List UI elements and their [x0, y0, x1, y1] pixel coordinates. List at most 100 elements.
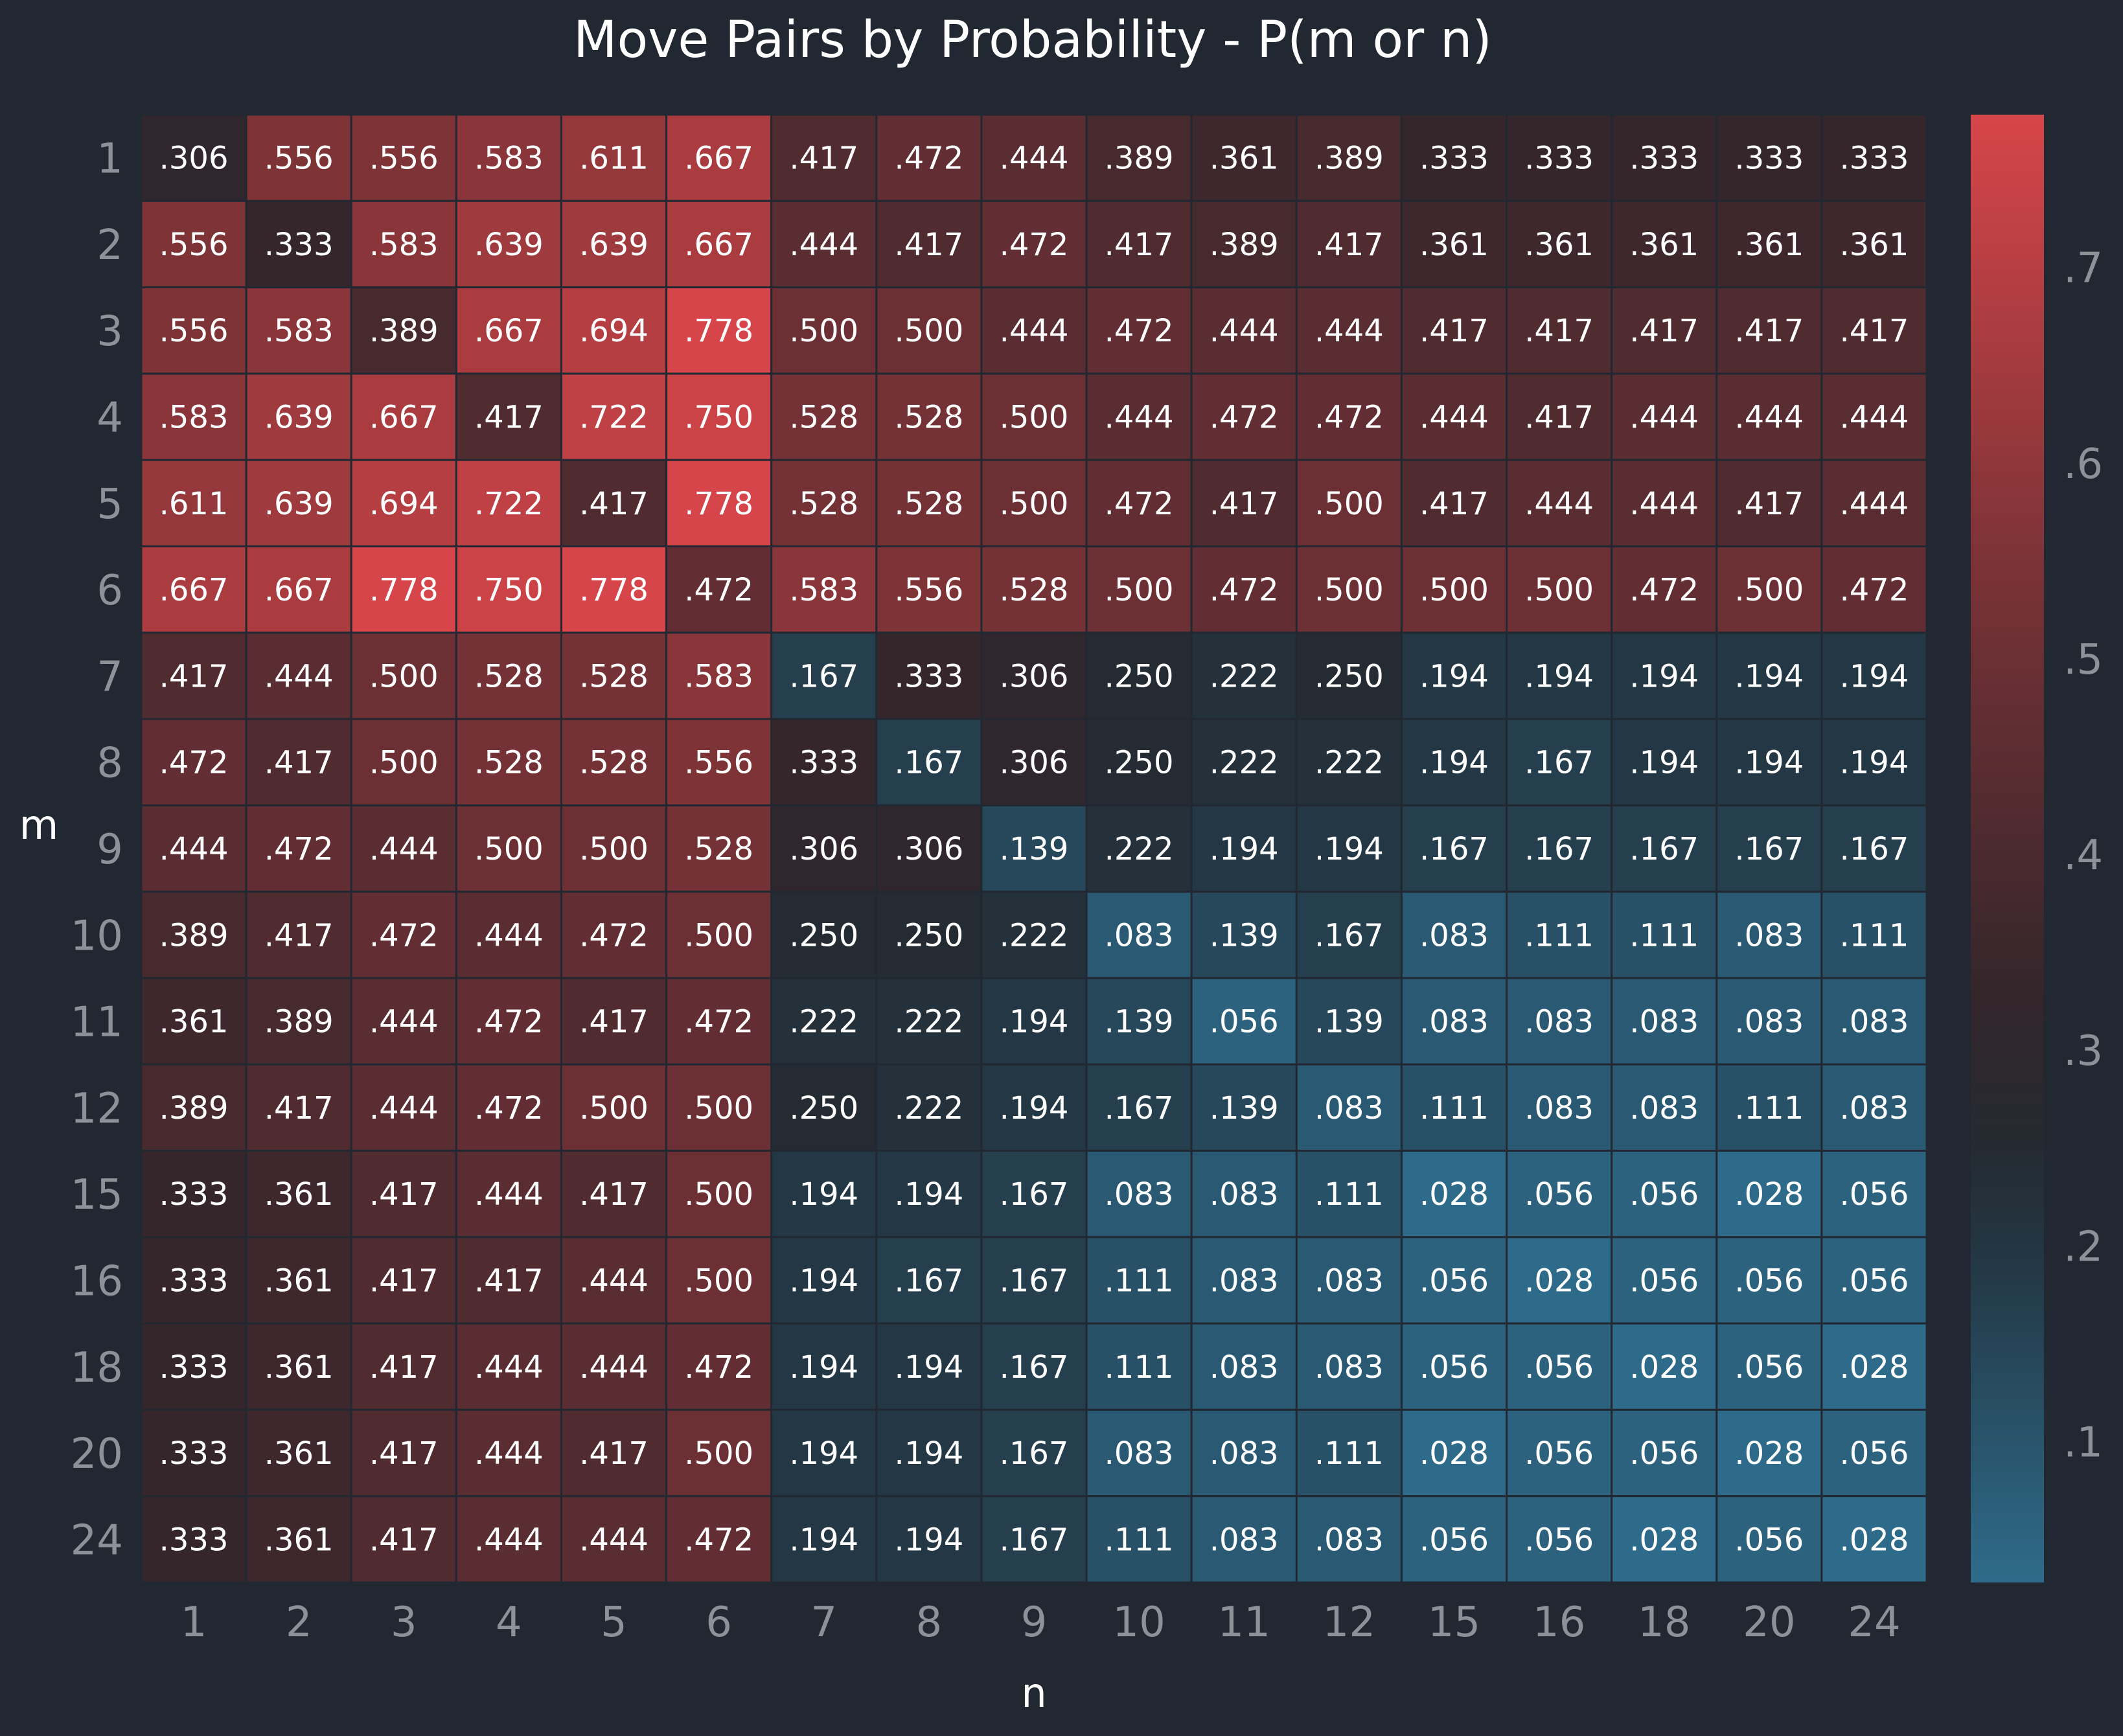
cell-value-label: .222 [894, 1004, 963, 1040]
cell-value-label: .417 [579, 1004, 648, 1040]
cell-value-label: .556 [369, 141, 439, 177]
cell-value-label: .056 [1629, 1262, 1699, 1299]
heatmap-cell [245, 804, 352, 893]
heatmap-cell [770, 1236, 878, 1325]
cell-value-label: .417 [789, 141, 858, 177]
cell-value-label: .583 [369, 227, 439, 263]
cell-value-label: .111 [1840, 917, 1909, 954]
cell-value-label: .417 [264, 917, 334, 954]
cell-value-label: .417 [1734, 313, 1804, 349]
heatmap-cell [245, 1150, 352, 1239]
heatmap-cell [1085, 804, 1193, 893]
heatmap-cell [1820, 1322, 1928, 1411]
heatmap-cell [980, 1495, 1088, 1584]
cell-value-label: .444 [369, 1004, 439, 1040]
cell-value-label: .139 [1000, 831, 1069, 867]
cell-value-label: .167 [1629, 831, 1699, 867]
cell-value-label: .333 [159, 1435, 229, 1472]
heatmap-cell [1295, 1322, 1403, 1411]
heatmap-cell [1820, 372, 1928, 461]
cell-value-label: .083 [1210, 1176, 1279, 1213]
heatmap-cell [1085, 372, 1193, 461]
heatmap-cell [770, 977, 878, 1066]
heatmap-cell [1506, 1236, 1613, 1325]
cell-value-label: .222 [1210, 745, 1279, 781]
heatmap-cell [350, 718, 457, 806]
cell-value-label: .444 [474, 1435, 544, 1472]
heatmap-cell [1820, 1150, 1928, 1239]
cell-value-label: .472 [684, 1522, 753, 1558]
cell-value-label: .417 [369, 1262, 439, 1299]
cell-value-label: .194 [1629, 658, 1699, 694]
cell-value-label: .444 [1000, 141, 1069, 177]
heatmap-cell [770, 1063, 878, 1152]
cell-value-label: .417 [159, 658, 229, 694]
cell-value-label: .333 [789, 745, 858, 781]
x-tick-label: 20 [1743, 1599, 1795, 1647]
cell-value-label: .472 [159, 745, 229, 781]
heatmap-cell [665, 632, 773, 720]
cell-value-label: .194 [1000, 1004, 1069, 1040]
cell-value-label: .333 [1524, 141, 1594, 177]
heatmap-cell [980, 1322, 1088, 1411]
cell-value-label: .361 [264, 1262, 334, 1299]
cell-value-label: .083 [1210, 1435, 1279, 1472]
cell-value-label: .361 [1734, 227, 1804, 263]
heatmap-cell [1506, 632, 1613, 720]
cell-value-label: .083 [1840, 1004, 1909, 1040]
y-tick-label: 18 [71, 1344, 123, 1392]
heatmap-cell [875, 1236, 983, 1325]
y-tick-label: 8 [97, 740, 123, 788]
x-tick-label: 24 [1848, 1599, 1900, 1647]
x-tick-label: 5 [601, 1599, 627, 1647]
heatmap-cell [980, 891, 1088, 979]
cell-value-label: .056 [1734, 1262, 1804, 1299]
heatmap-cell [1190, 1408, 1298, 1498]
heatmap-cell [350, 1408, 457, 1498]
cell-value-label: .306 [1000, 658, 1069, 694]
heatmap-cell [1085, 1408, 1193, 1498]
heatmap-cell [140, 1322, 247, 1411]
heatmap-cell [665, 1236, 773, 1325]
x-tick-label: 1 [181, 1599, 207, 1647]
heatmap-cell [455, 891, 562, 979]
cell-value-label: .083 [1629, 1004, 1699, 1040]
heatmap-cell [560, 718, 668, 806]
cell-value-label: .056 [1524, 1176, 1594, 1213]
heatmap-cell [455, 372, 562, 461]
cell-value-label: .444 [1734, 400, 1804, 436]
cell-value-label: .472 [474, 1090, 544, 1126]
cell-value-label: .389 [264, 1004, 334, 1040]
cell-value-label: .194 [1629, 745, 1699, 781]
x-tick-label: 9 [1021, 1599, 1048, 1647]
heatmap-cell [1190, 632, 1298, 720]
heatmap-cell [1190, 545, 1298, 634]
heatmap-cell [455, 545, 562, 634]
chart-title: Move Pairs by Probability - P(m or n) [573, 11, 1492, 69]
heatmap-cell [770, 1322, 878, 1411]
heatmap-cell [1295, 113, 1403, 202]
cell-value-label: .444 [579, 1349, 648, 1386]
heatmap-cell [245, 372, 352, 461]
cell-value-label: .778 [579, 572, 648, 608]
heatmap-cell [245, 200, 352, 289]
y-tick-label: 10 [71, 912, 123, 960]
heatmap-cell [1716, 372, 1823, 461]
cell-value-label: .472 [1105, 486, 1174, 522]
heatmap-cell [455, 1408, 562, 1498]
cell-value-label: .556 [159, 313, 229, 349]
heatmap-cell [1085, 891, 1193, 979]
heatmap-cell [665, 545, 773, 634]
cell-value-label: .333 [1419, 141, 1489, 177]
heatmap-cell [1400, 718, 1508, 806]
heatmap-cell [1400, 1236, 1508, 1325]
heatmap-cell [875, 1408, 983, 1498]
heatmap-cell [875, 1322, 983, 1411]
cell-value-label: .194 [1840, 745, 1909, 781]
heatmap-cell [980, 804, 1088, 893]
cell-value-label: .083 [1524, 1004, 1594, 1040]
cell-value-label: .444 [1314, 313, 1384, 349]
heatmap-cell [1716, 1495, 1823, 1584]
cell-value-label: .194 [894, 1522, 963, 1558]
heatmap-cell [875, 1150, 983, 1239]
